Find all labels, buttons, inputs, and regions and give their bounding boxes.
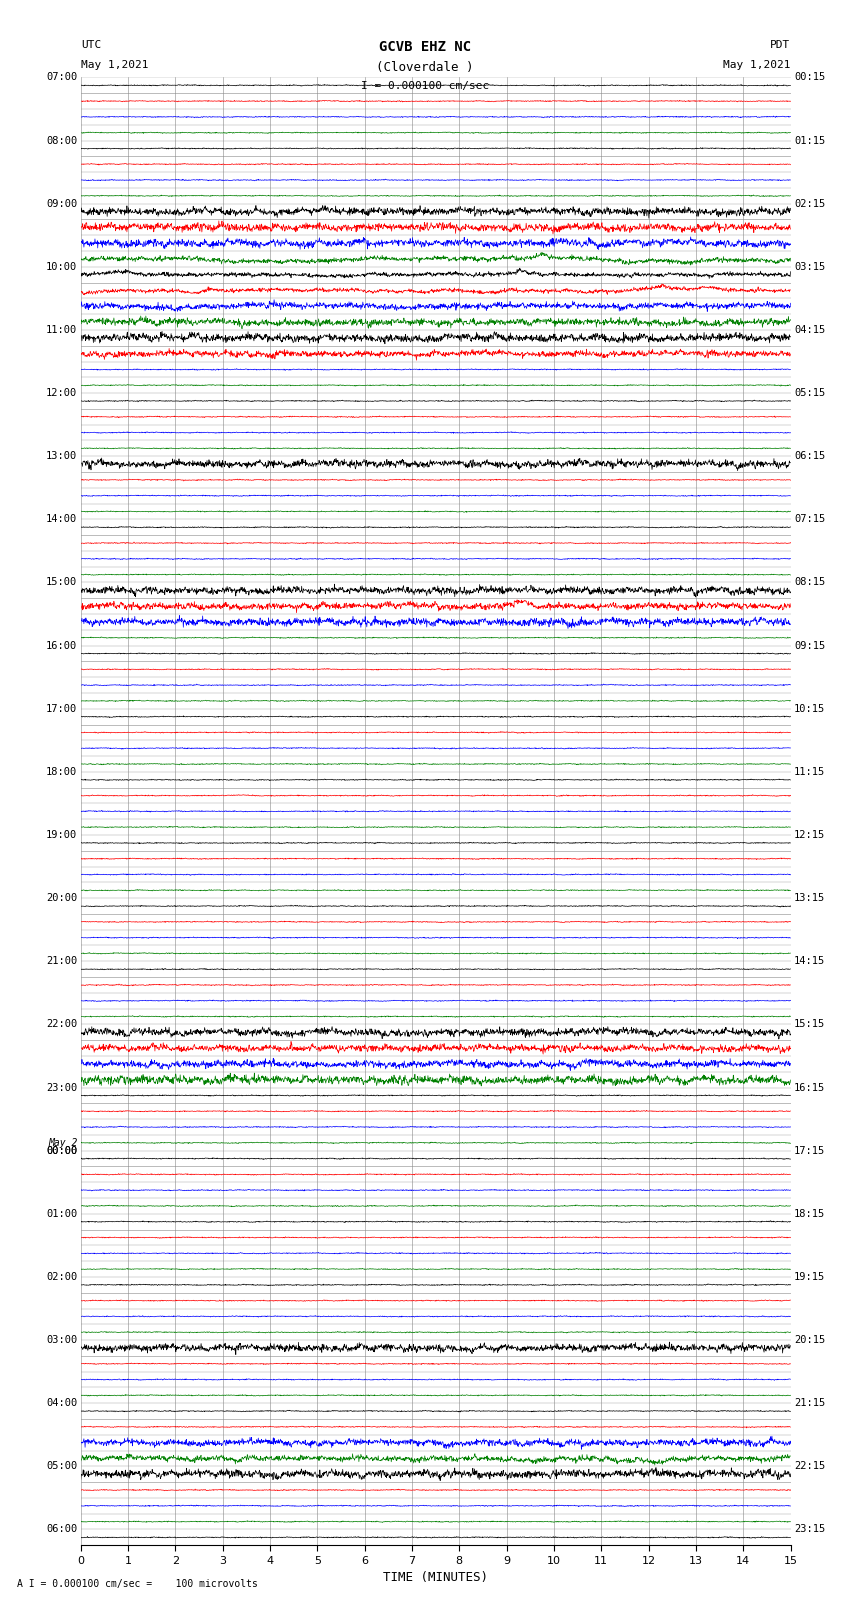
- Text: 14:15: 14:15: [794, 957, 825, 966]
- Text: 08:00: 08:00: [46, 135, 77, 145]
- Text: 02:15: 02:15: [794, 198, 825, 208]
- Text: 20:15: 20:15: [794, 1336, 825, 1345]
- Text: 19:00: 19:00: [46, 831, 77, 840]
- Text: May 1,2021: May 1,2021: [723, 60, 791, 69]
- Text: 21:00: 21:00: [46, 957, 77, 966]
- Text: 10:00: 10:00: [46, 261, 77, 273]
- X-axis label: TIME (MINUTES): TIME (MINUTES): [383, 1571, 488, 1584]
- Text: 11:15: 11:15: [794, 766, 825, 777]
- Text: 13:00: 13:00: [46, 452, 77, 461]
- Text: 16:00: 16:00: [46, 640, 77, 650]
- Text: 13:15: 13:15: [794, 894, 825, 903]
- Text: I = 0.000100 cm/sec: I = 0.000100 cm/sec: [361, 81, 489, 90]
- Text: UTC: UTC: [81, 40, 101, 50]
- Text: 15:00: 15:00: [46, 577, 77, 587]
- Text: May 1,2021: May 1,2021: [81, 60, 148, 69]
- Text: 01:00: 01:00: [46, 1208, 77, 1219]
- Text: GCVB EHZ NC: GCVB EHZ NC: [379, 40, 471, 55]
- Text: A I = 0.000100 cm/sec =    100 microvolts: A I = 0.000100 cm/sec = 100 microvolts: [17, 1579, 258, 1589]
- Text: 06:00: 06:00: [46, 1524, 77, 1534]
- Text: 17:00: 17:00: [46, 703, 77, 713]
- Text: 09:15: 09:15: [794, 640, 825, 650]
- Text: 11:00: 11:00: [46, 324, 77, 336]
- Text: 05:00: 05:00: [46, 1461, 77, 1471]
- Text: 05:15: 05:15: [794, 389, 825, 398]
- Text: 01:15: 01:15: [794, 135, 825, 145]
- Text: 07:15: 07:15: [794, 515, 825, 524]
- Text: 04:00: 04:00: [46, 1398, 77, 1408]
- Text: 17:15: 17:15: [794, 1145, 825, 1155]
- Text: 12:00: 12:00: [46, 389, 77, 398]
- Text: 19:15: 19:15: [794, 1273, 825, 1282]
- Text: 10:15: 10:15: [794, 703, 825, 713]
- Text: May 2: May 2: [48, 1137, 77, 1148]
- Text: 00:15: 00:15: [794, 73, 825, 82]
- Text: 02:00: 02:00: [46, 1273, 77, 1282]
- Text: 04:15: 04:15: [794, 324, 825, 336]
- Text: 22:00: 22:00: [46, 1019, 77, 1029]
- Text: 16:15: 16:15: [794, 1082, 825, 1092]
- Text: 03:15: 03:15: [794, 261, 825, 273]
- Text: 23:15: 23:15: [794, 1524, 825, 1534]
- Text: 00:00: 00:00: [46, 1145, 77, 1155]
- Text: 23:00: 23:00: [46, 1082, 77, 1092]
- Text: 18:15: 18:15: [794, 1208, 825, 1219]
- Text: 15:15: 15:15: [794, 1019, 825, 1029]
- Text: 08:15: 08:15: [794, 577, 825, 587]
- Text: PDT: PDT: [770, 40, 790, 50]
- Text: 09:00: 09:00: [46, 198, 77, 208]
- Text: 21:15: 21:15: [794, 1398, 825, 1408]
- Text: 22:15: 22:15: [794, 1461, 825, 1471]
- Text: 20:00: 20:00: [46, 894, 77, 903]
- Text: 14:00: 14:00: [46, 515, 77, 524]
- Text: (Cloverdale ): (Cloverdale ): [377, 61, 473, 74]
- Text: 18:00: 18:00: [46, 766, 77, 777]
- Text: 12:15: 12:15: [794, 831, 825, 840]
- Text: 03:00: 03:00: [46, 1336, 77, 1345]
- Text: 07:00: 07:00: [46, 73, 77, 82]
- Text: 06:15: 06:15: [794, 452, 825, 461]
- Text: 00:00: 00:00: [46, 1145, 77, 1155]
